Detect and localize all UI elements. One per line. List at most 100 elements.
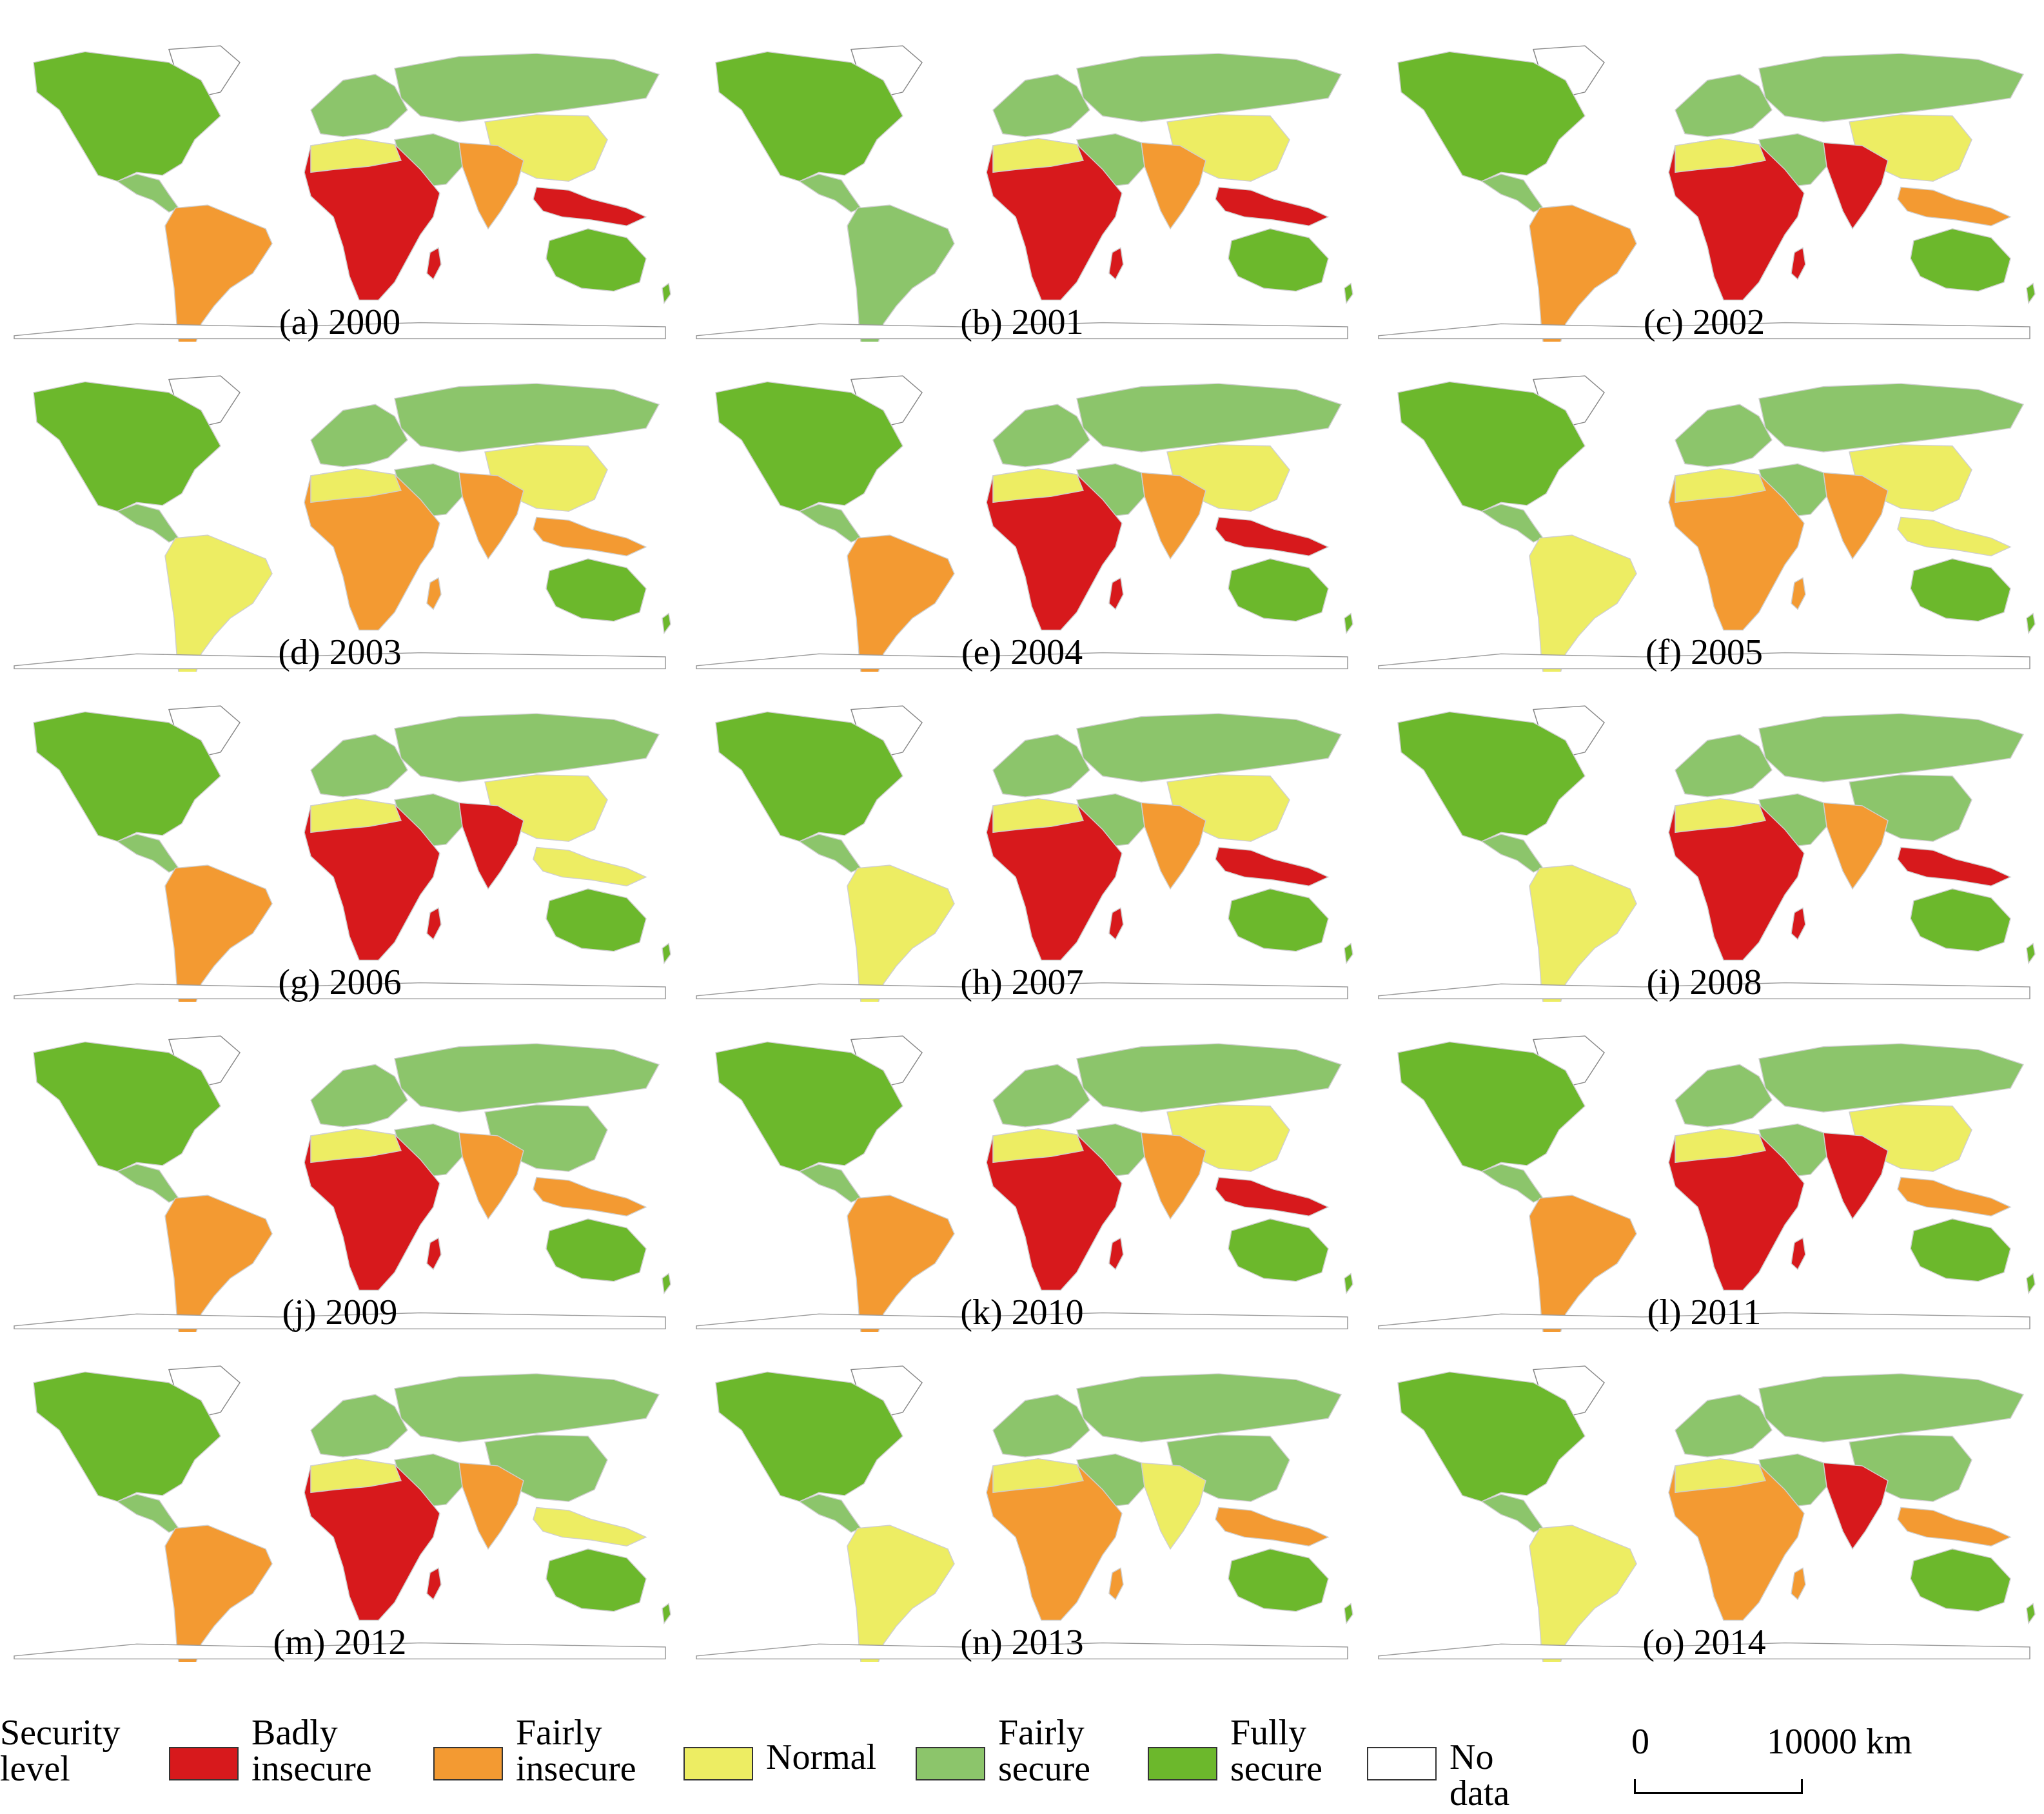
region-south-asia — [1141, 1132, 1206, 1220]
region-north-africa — [992, 138, 1085, 173]
legend-label: Fairly insecure — [516, 1713, 636, 1789]
region-antarctica — [14, 322, 666, 340]
region-madagascar — [1108, 247, 1124, 280]
map-panel: (n) 2013 — [690, 1359, 1354, 1689]
region-north-america — [33, 381, 221, 512]
region-south-america — [1529, 1525, 1637, 1662]
region-south-asia — [458, 142, 524, 230]
region-north-africa — [1675, 138, 1767, 173]
region-south-asia — [1823, 1462, 1889, 1550]
region-new-zealand — [662, 1273, 671, 1295]
region-australia — [545, 1548, 647, 1612]
region-central-america — [1480, 173, 1544, 213]
region-australia — [1228, 888, 1329, 952]
region-antarctica — [14, 1312, 666, 1330]
region-north-asia — [394, 1373, 660, 1443]
region-new-zealand — [1344, 1273, 1353, 1295]
region-north-asia — [1076, 383, 1342, 453]
map-panel: (i) 2008 — [1372, 699, 2036, 1029]
region-central-america — [798, 173, 862, 213]
region-south-asia — [1141, 1462, 1206, 1550]
region-north-america — [715, 381, 903, 512]
world-map — [1378, 375, 2036, 672]
world-map — [14, 45, 671, 342]
world-map — [1378, 1035, 2036, 1332]
region-south-america — [1529, 204, 1637, 342]
region-new-zealand — [1344, 1603, 1353, 1625]
map-panel: (f) 2005 — [1372, 369, 2036, 699]
legend-label: Fully secure — [1230, 1713, 1323, 1789]
legend-label: Normal — [766, 1737, 877, 1777]
region-europe — [1675, 1064, 1773, 1127]
legend-swatch — [169, 1747, 239, 1780]
region-south-asia — [458, 472, 524, 560]
map-grid: (a) 2000 (b) 2001 (c) 2002 (d) 2003 (e) 2004… — [8, 39, 2036, 1689]
region-north-asia — [1758, 383, 2025, 453]
region-europe — [1675, 73, 1773, 137]
panel-label: (a) 2000 — [279, 302, 401, 342]
map-panel: (c) 2002 — [1372, 39, 2036, 369]
world-map — [1378, 1365, 2036, 1662]
region-europe — [310, 1064, 408, 1127]
region-new-zealand — [2026, 612, 2036, 635]
region-africa — [986, 138, 1123, 301]
region-south-america — [1529, 864, 1637, 1002]
region-southeast-asia — [533, 1176, 647, 1217]
region-north-africa — [310, 798, 402, 834]
region-southeast-asia — [1897, 1176, 2012, 1217]
region-new-zealand — [1344, 942, 1353, 965]
map-panel: (g) 2006 — [8, 699, 672, 1029]
panel-label: (m) 2012 — [273, 1623, 407, 1663]
region-north-africa — [310, 138, 402, 173]
region-north-africa — [310, 1128, 402, 1164]
region-central-america — [1480, 1164, 1544, 1203]
region-south-asia — [1823, 1132, 1889, 1220]
region-north-africa — [992, 468, 1085, 503]
region-europe — [310, 734, 408, 797]
region-australia — [1910, 1218, 2011, 1282]
region-africa — [304, 1458, 440, 1621]
region-africa — [1668, 1128, 1805, 1291]
region-north-america — [715, 1041, 903, 1172]
region-madagascar — [426, 247, 442, 280]
region-europe — [992, 1394, 1090, 1458]
region-central-america — [798, 1494, 862, 1533]
panel-label: (e) 2004 — [961, 632, 1083, 672]
region-antarctica — [1378, 1642, 2030, 1660]
region-north-asia — [1758, 53, 2025, 122]
region-central-america — [1480, 834, 1544, 873]
region-north-asia — [1758, 1373, 2025, 1443]
region-southeast-asia — [1897, 186, 2012, 227]
region-europe — [992, 404, 1090, 467]
region-africa — [1668, 138, 1805, 301]
region-antarctica — [14, 982, 666, 1000]
region-north-america — [33, 51, 221, 182]
region-south-america — [1529, 1195, 1637, 1332]
region-south-asia — [458, 1132, 524, 1220]
region-africa — [1668, 468, 1805, 631]
legend-label: No data — [1449, 1737, 1510, 1813]
region-central-america — [798, 834, 862, 873]
region-europe — [1675, 404, 1773, 467]
region-south-america — [1529, 534, 1637, 672]
region-europe — [992, 1064, 1090, 1127]
region-north-america — [1397, 711, 1586, 842]
region-north-america — [1397, 1041, 1586, 1172]
region-new-zealand — [2026, 282, 2036, 305]
panel-label: (d) 2003 — [278, 632, 402, 672]
region-africa — [1668, 798, 1805, 961]
region-europe — [310, 404, 408, 467]
region-new-zealand — [662, 1603, 671, 1625]
world-map — [696, 45, 1353, 342]
region-south-asia — [458, 1462, 524, 1550]
region-north-asia — [1076, 1043, 1342, 1113]
region-north-africa — [1675, 798, 1767, 834]
region-central-america — [1480, 1494, 1544, 1533]
region-madagascar — [1791, 907, 1806, 941]
region-southeast-asia — [1215, 1176, 1330, 1217]
region-madagascar — [1791, 1567, 1806, 1601]
region-new-zealand — [2026, 942, 2036, 965]
world-map — [1378, 705, 2036, 1002]
region-africa — [986, 798, 1123, 961]
region-south-asia — [1141, 142, 1206, 230]
